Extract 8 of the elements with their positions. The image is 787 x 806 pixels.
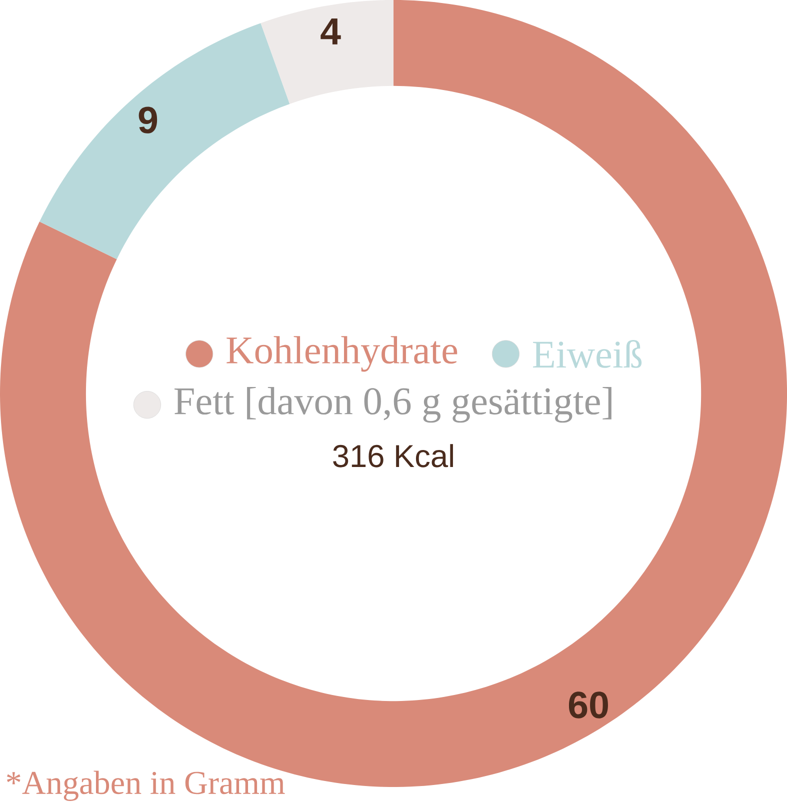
text: 316 Kcal <box>333 444 453 468</box>
legend-label: Fett [davon 0,6 g gesättigte] <box>174 386 612 423</box>
data-label: 60 <box>568 692 608 718</box>
data-label: 9 <box>138 106 158 134</box>
legend-label: Kohlenhydrate <box>226 336 458 372</box>
text: *Angaben in Gramm <box>6 770 285 801</box>
legend-label: Eiweiß <box>533 340 642 368</box>
data-label: 4 <box>320 18 341 44</box>
